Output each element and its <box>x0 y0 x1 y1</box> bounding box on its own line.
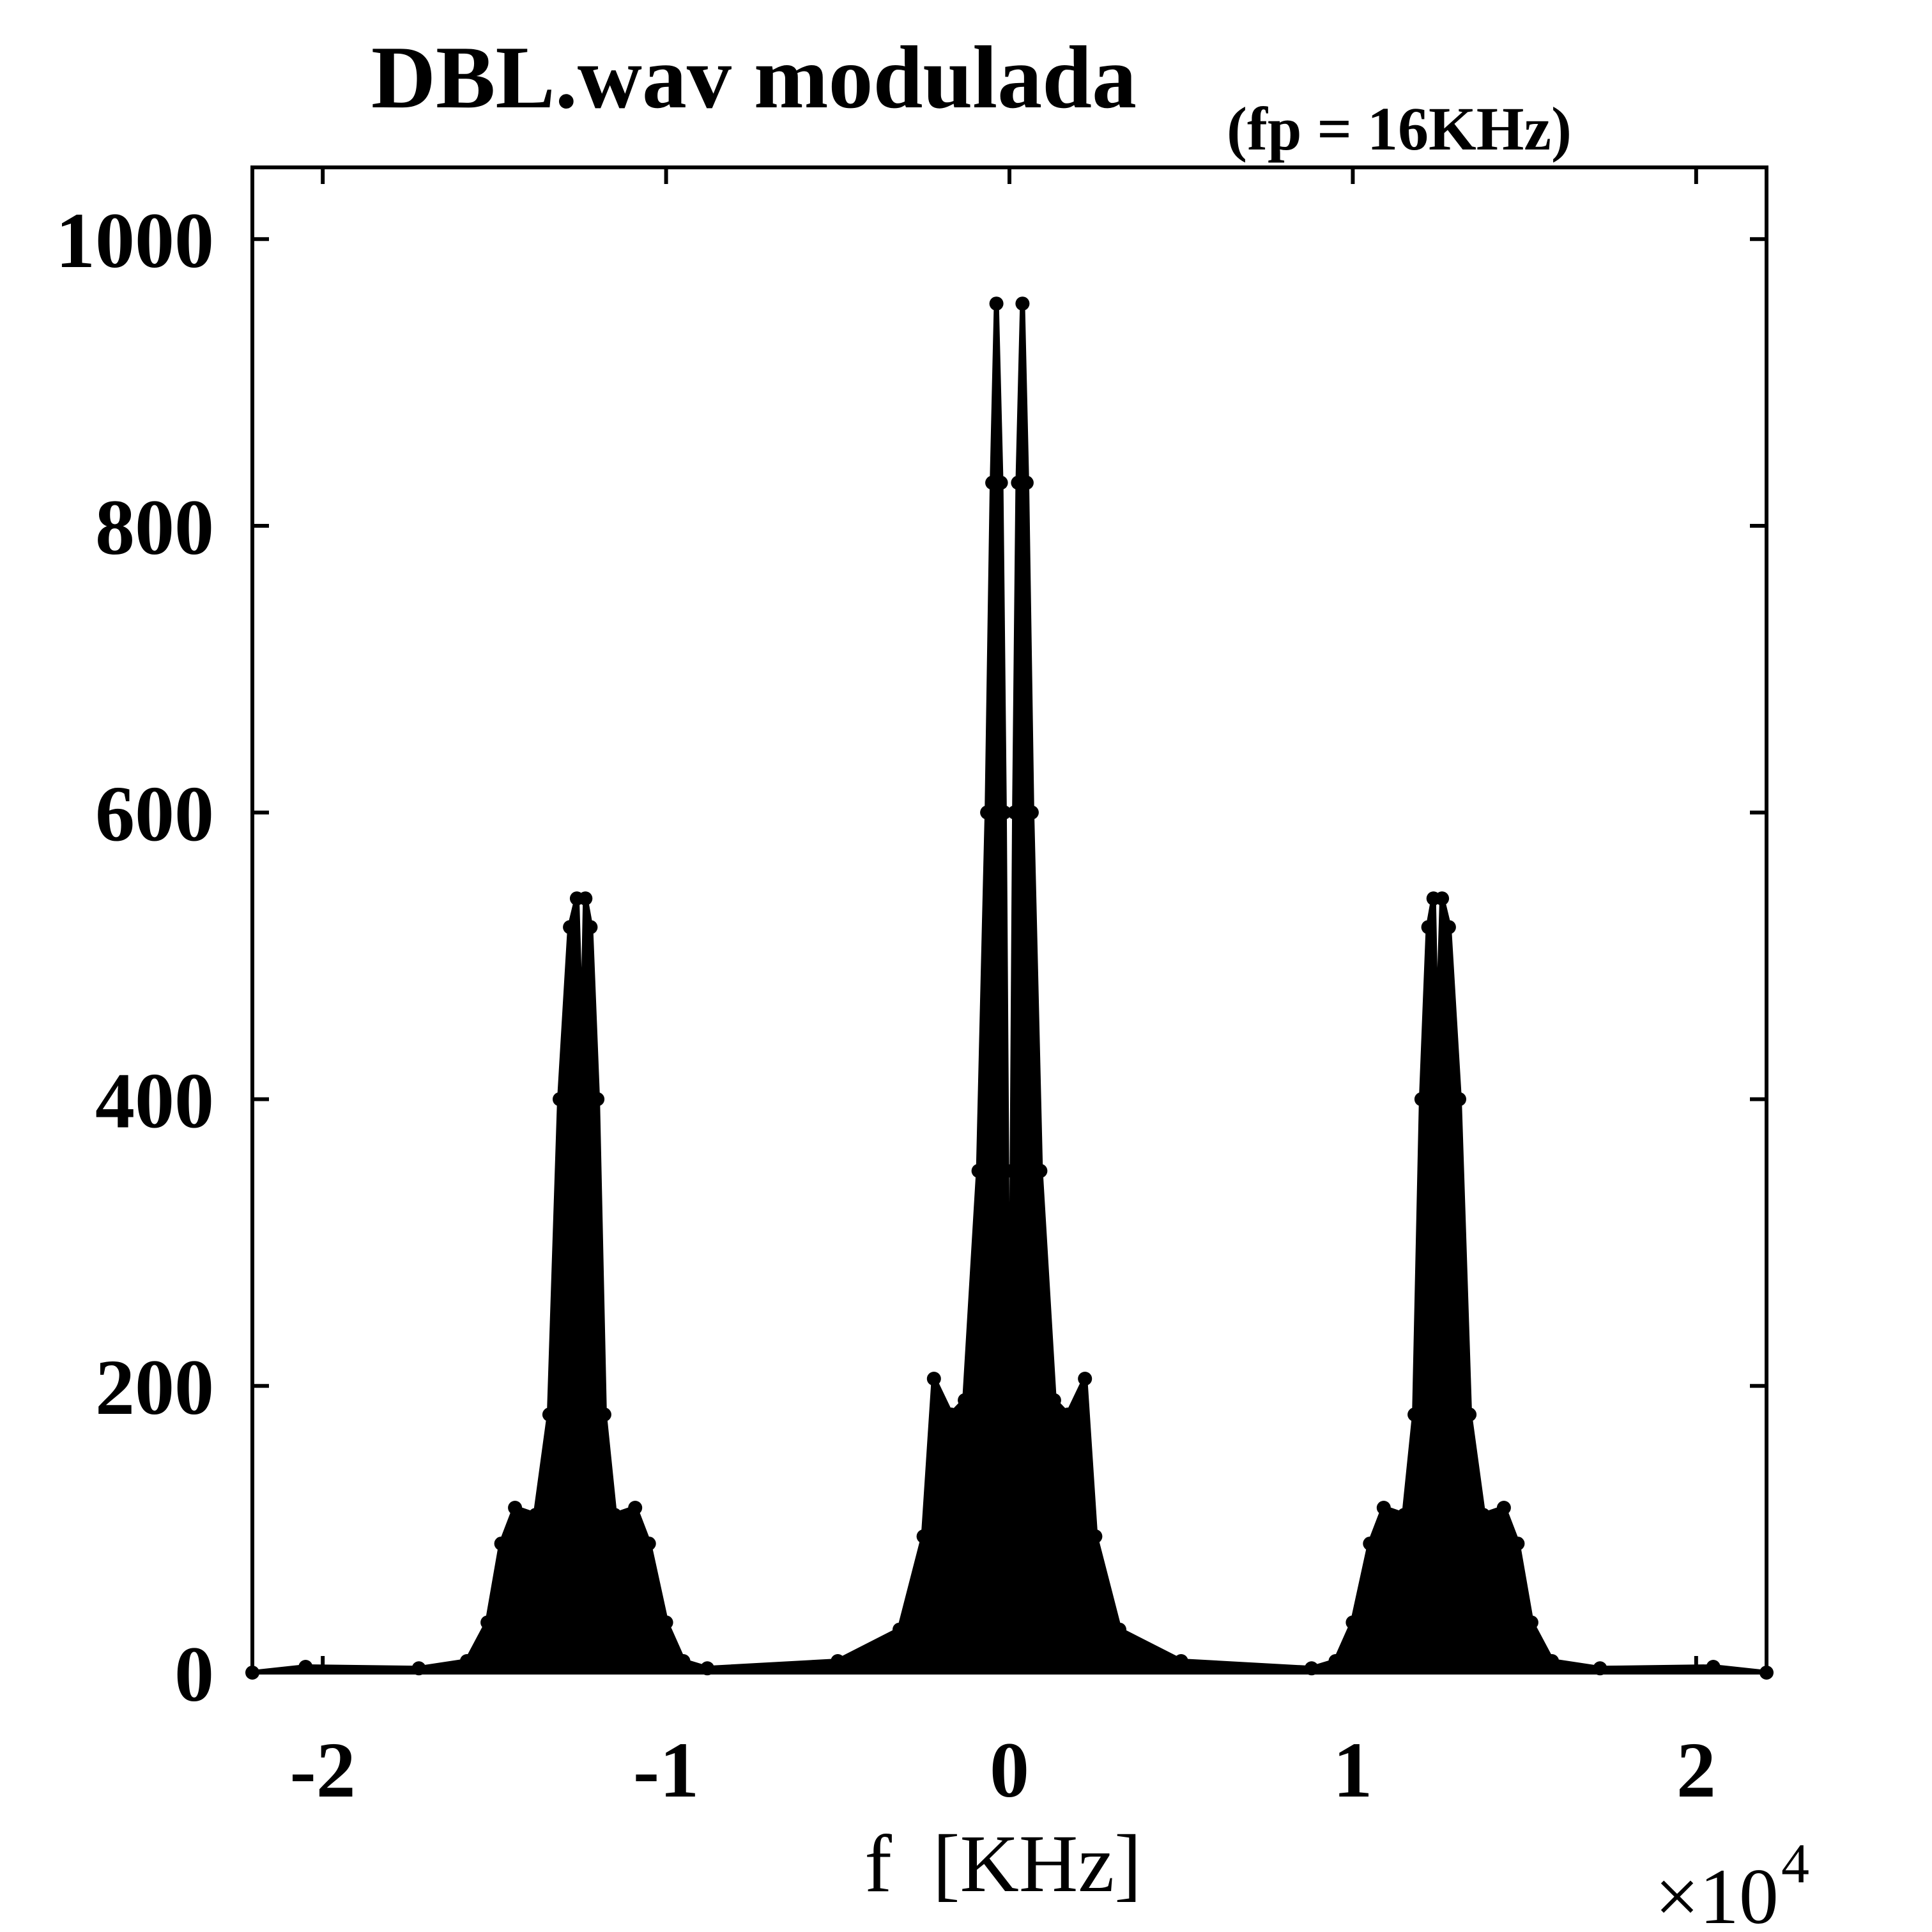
data-point <box>1061 1407 1075 1422</box>
data-point <box>1407 1407 1422 1422</box>
data-point <box>494 1537 509 1551</box>
data-point <box>480 1615 495 1630</box>
data-point <box>563 920 578 935</box>
data-point <box>1462 1407 1477 1422</box>
chart-subtitle: (fp = 16KHz) <box>1227 95 1572 163</box>
data-point <box>1174 1654 1188 1668</box>
x-tick-label: 2 <box>1676 1726 1716 1814</box>
data-point <box>1421 920 1436 935</box>
data-point <box>1376 1501 1391 1515</box>
data-point <box>993 475 1008 490</box>
data-point <box>926 1372 941 1386</box>
data-point <box>1593 1661 1607 1676</box>
data-point <box>578 891 593 906</box>
data-point <box>1414 1092 1429 1107</box>
data-point <box>893 1622 907 1637</box>
data-point <box>608 1508 622 1522</box>
data-point <box>1015 296 1030 311</box>
data-point <box>944 1407 958 1422</box>
data-point <box>1452 1092 1466 1107</box>
data-point <box>1524 1615 1538 1630</box>
data-point <box>1441 920 1456 935</box>
data-point <box>1002 1622 1016 1637</box>
x-axis-exponent-power: 4 <box>1781 1833 1809 1895</box>
y-tick-label: 0 <box>174 1630 214 1718</box>
data-point <box>1112 1622 1126 1637</box>
data-point <box>553 1092 567 1107</box>
data-point <box>1706 1660 1721 1674</box>
data-point <box>659 1615 673 1630</box>
x-axis-exponent: ×10 4 <box>1655 1833 1809 1932</box>
y-tick-label: 800 <box>95 484 214 571</box>
y-tick-label: 400 <box>95 1057 214 1144</box>
x-axis-label: f [KHz] <box>864 1818 1142 1909</box>
data-point <box>1033 1163 1048 1178</box>
data-point <box>1545 1654 1560 1668</box>
data-point <box>590 1092 605 1107</box>
data-point <box>1510 1537 1525 1551</box>
x-tick-label: -1 <box>633 1726 699 1814</box>
x-axis-exponent-base: ×10 <box>1655 1853 1779 1932</box>
data-point <box>1346 1615 1360 1630</box>
data-point <box>989 296 1004 311</box>
data-point <box>1328 1654 1343 1668</box>
data-point <box>831 1654 845 1668</box>
x-tick-label: -2 <box>290 1726 356 1814</box>
data-point <box>980 805 995 820</box>
series-line <box>252 301 1767 1675</box>
axis-ticks: -2 -1 0 1 2 0 200 400 600 800 1000 <box>56 167 1767 1814</box>
data-point <box>641 1537 656 1551</box>
data-point <box>1005 1163 1020 1178</box>
data-point <box>1078 1372 1092 1386</box>
data-point <box>958 1393 972 1407</box>
data-point <box>676 1654 691 1668</box>
data-point <box>971 1163 986 1178</box>
y-tick-label: 1000 <box>56 197 214 284</box>
data-point <box>628 1501 643 1515</box>
y-tick-label: 200 <box>95 1344 214 1431</box>
data-point <box>459 1654 474 1668</box>
data-point <box>528 1508 543 1522</box>
data-point <box>583 920 598 935</box>
data-point <box>298 1660 313 1674</box>
data-point <box>1476 1508 1491 1522</box>
data-point <box>1088 1529 1103 1544</box>
chart-title: DBL.wav modulada <box>371 28 1137 127</box>
data-point <box>542 1407 556 1422</box>
data-point <box>411 1661 426 1676</box>
data-point <box>1046 1393 1061 1407</box>
x-tick-label: 0 <box>990 1726 1029 1814</box>
x-tick-label: 1 <box>1333 1726 1372 1814</box>
data-point <box>997 805 1011 820</box>
data-series <box>245 296 1774 1680</box>
data-point <box>1363 1537 1377 1551</box>
data-point <box>916 1529 931 1544</box>
data-point <box>597 1407 611 1422</box>
y-tick-label: 600 <box>95 770 214 858</box>
data-point <box>700 1661 715 1676</box>
data-point <box>1024 805 1039 820</box>
data-point <box>1019 475 1034 490</box>
data-point <box>1435 891 1450 906</box>
data-point <box>1304 1661 1319 1676</box>
data-point <box>508 1501 523 1515</box>
data-point <box>1496 1501 1511 1515</box>
data-point <box>1430 1063 1445 1078</box>
data-point <box>1008 805 1022 820</box>
data-point <box>574 1063 589 1078</box>
data-point <box>1397 1508 1411 1522</box>
